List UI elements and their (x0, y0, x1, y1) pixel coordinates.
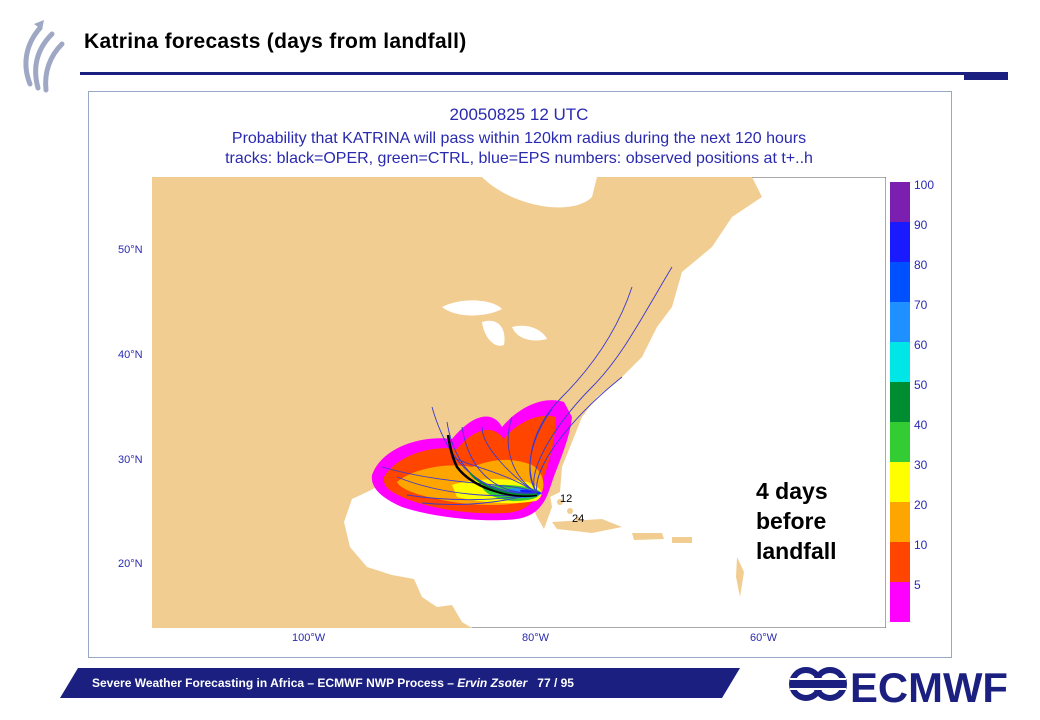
annotation-line-3: landfall (756, 538, 837, 564)
ecmwf-logo: ECMWF (789, 664, 1008, 708)
ctrl-track (469, 472, 538, 496)
colorbar-label: 10 (914, 538, 928, 552)
colorbar-label: 100 (914, 178, 935, 192)
plot-track-legend: tracks: black=OPER, green=CTRL, blue=EPS… (225, 150, 813, 167)
colorbar-segment (890, 542, 910, 582)
footer-text: Severe Weather Forecasting in Africa – E… (92, 676, 574, 690)
annotation-line-1: 4 days (756, 478, 828, 504)
lon-label-60w: 60°W (750, 632, 778, 644)
colorbar-segment (890, 262, 910, 302)
colorbar-segment (890, 502, 910, 542)
lat-label-50n: 50°N (118, 244, 143, 256)
colorbar-label: 50 (914, 378, 928, 392)
lat-label-30n: 30°N (118, 454, 143, 466)
plot-subtitle: Probability that KATRINA will pass withi… (231, 130, 807, 147)
colorbar-segment (890, 182, 910, 222)
colorbar-segment (890, 342, 910, 382)
colorbar-segment (890, 582, 910, 622)
colorbar-label: 40 (914, 418, 928, 432)
colorbar-label: 30 (914, 458, 928, 472)
ecmwf-swirl-logo-icon (23, 20, 65, 93)
probability-map: 12 24 (152, 177, 886, 628)
lon-label-80w: 80°W (522, 632, 550, 644)
slide-title: Katrina forecasts (days from landfall) (84, 30, 467, 53)
annotation-line-2: before (756, 508, 827, 534)
colorbar-segment (890, 222, 910, 262)
eps-tracks (381, 266, 673, 505)
lead-time-annotation: 4 days before landfall (756, 476, 837, 566)
probability-colorbar (890, 182, 910, 622)
lat-label-40n: 40°N (118, 349, 143, 361)
colorbar-label: 90 (914, 218, 928, 232)
north-america-land (152, 177, 762, 628)
plot-date-header: 20050825 12 UTC (449, 105, 589, 124)
colorbar-segment (890, 382, 910, 422)
colorbar-label: 20 (914, 498, 928, 512)
colorbar-segment (890, 422, 910, 462)
lat-label-20n: 20°N (118, 558, 143, 570)
colorbar-label: 60 (914, 338, 928, 352)
oper-track (446, 434, 538, 497)
lon-label-100w: 100°W (292, 632, 326, 644)
colorbar-label: 80 (914, 258, 928, 272)
colorbar-label: 70 (914, 298, 928, 312)
colorbar-segment (890, 302, 910, 342)
colorbar-label: 5 (914, 578, 921, 592)
footer-bar (60, 668, 740, 698)
footer-main-text: Severe Weather Forecasting in Africa – E… (92, 676, 458, 690)
observed-label-24: 24 (572, 513, 584, 525)
footer-author: Ervin Zsoter (457, 676, 528, 690)
page-number: 77 / 95 (537, 676, 574, 690)
title-rule (80, 72, 1008, 75)
colorbar-segment (890, 462, 910, 502)
title-rule-tab (964, 74, 1008, 80)
ecmwf-logo-text: ECMWF (850, 664, 1008, 708)
observed-label-12: 12 (560, 493, 572, 505)
